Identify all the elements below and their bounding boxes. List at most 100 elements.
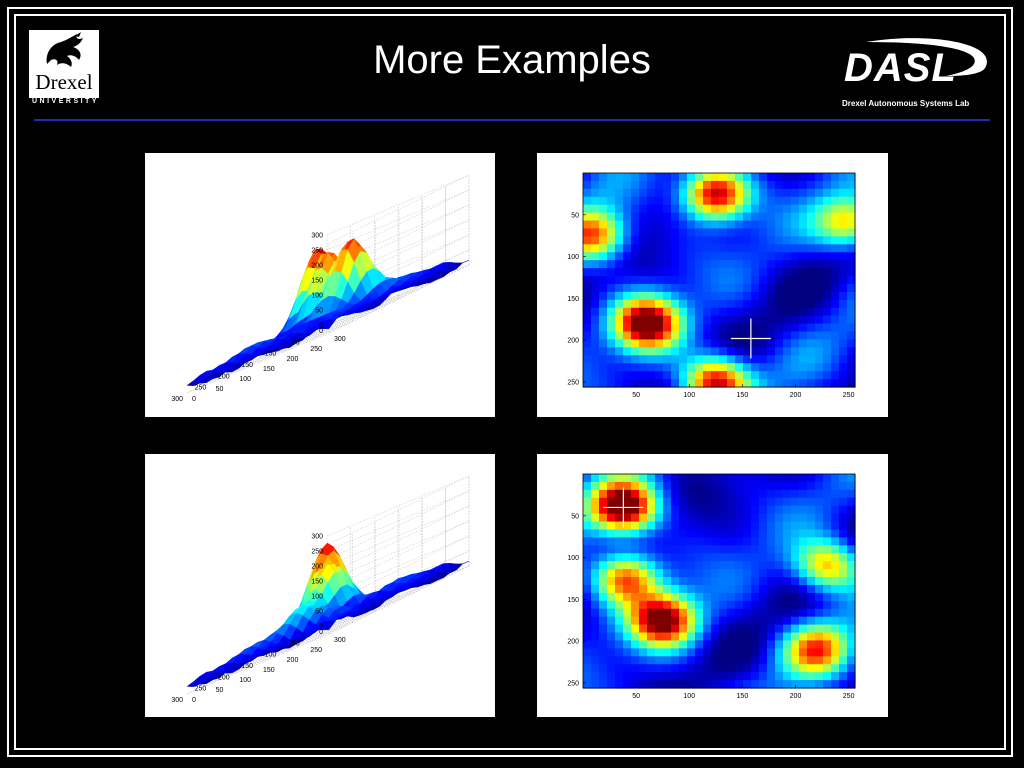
heatmap-cell: [807, 537, 816, 546]
heatmap-cell: [695, 577, 704, 586]
heatmap-cell: [639, 299, 648, 309]
heatmap-cell: [679, 188, 688, 198]
heatmap-cell: [583, 584, 592, 594]
heatmap-cell: [759, 513, 768, 523]
heatmap-cell: [831, 474, 840, 483]
heatmap-cell: [703, 640, 712, 649]
heatmap-cell: [703, 577, 712, 586]
heatmap-cell: [591, 196, 600, 206]
heatmap-cell: [759, 355, 768, 364]
heatmap-cell: [847, 608, 856, 618]
heatmap-cell: [807, 355, 816, 364]
y-tick-label: 50: [216, 687, 224, 694]
heatmap-cell: [775, 600, 784, 610]
heatmap-cell: [655, 481, 664, 491]
heatmap-cell: [583, 379, 592, 388]
heatmap-cell: [799, 244, 808, 253]
heatmap-cell: [839, 379, 848, 388]
heatmap-cell: [679, 648, 688, 657]
surface-plot-top-left: 0 50 100 150 200 250 300 0 50 100 150 200 250 300 0 50 1…: [145, 153, 495, 417]
heatmap-cell: [831, 315, 840, 325]
heatmap-cell: [583, 252, 592, 261]
heatmap-cell: [767, 363, 776, 372]
heatmap-cell: [679, 553, 688, 562]
heatmap-cell: [815, 640, 824, 649]
heatmap-cell: [655, 347, 664, 356]
heatmap-cell: [799, 640, 808, 649]
heatmap-cell: [743, 592, 752, 602]
heatmap-cell: [631, 577, 640, 586]
heatmap-cell: [671, 212, 680, 222]
heatmap-cell: [687, 339, 696, 348]
heatmap-cell: [799, 212, 808, 222]
heatmap-cell: [783, 173, 792, 182]
heatmap-cell: [751, 505, 760, 515]
heatmap-cell: [847, 244, 856, 253]
heatmap-cell: [807, 268, 816, 277]
heatmap-cell: [639, 577, 648, 586]
heatmap-cell: [815, 537, 824, 546]
heatmap-cell: [583, 363, 592, 372]
heatmap-cell: [711, 537, 720, 546]
heatmap-cell: [671, 481, 680, 491]
heatmap-cell: [607, 220, 616, 230]
heatmap-cell: [743, 489, 752, 499]
z-tick-label: 300: [311, 534, 323, 541]
heatmap-cell: [767, 664, 776, 673]
heatmap-cell: [599, 180, 608, 190]
heatmap-cell: [695, 489, 704, 499]
heatmap-cell: [719, 299, 728, 309]
drexel-subtitle: UNIVERSITY: [32, 98, 100, 105]
heatmap-cell: [791, 283, 800, 293]
heatmap-top-right: 50 100 150 200 250 50 100 150 200 250: [537, 153, 888, 417]
heatmap-cell: [687, 640, 696, 649]
heatmap-cell: [591, 600, 600, 610]
heatmap-cell: [591, 283, 600, 293]
heatmap-cell: [599, 339, 608, 348]
z-tick-label: 200: [311, 564, 323, 571]
heatmap-cell: [599, 569, 608, 578]
heatmap-cell: [839, 283, 848, 293]
heatmap-cell: [727, 291, 736, 301]
heatmap-cell: [807, 680, 816, 689]
heatmap-cell: [599, 315, 608, 325]
heatmap-cell: [599, 672, 608, 681]
heatmap-cell: [767, 529, 776, 539]
heatmap-cell: [815, 600, 824, 610]
heatmap-cell: [639, 196, 648, 206]
heatmap-cell: [831, 672, 840, 681]
heatmap-cell: [783, 299, 792, 309]
heatmap-cell: [831, 656, 840, 665]
heatmap-cell: [791, 188, 800, 198]
heatmap-cell: [583, 291, 592, 301]
heatmap-cell: [671, 236, 680, 245]
heatmap-cell: [751, 283, 760, 293]
heatmap-cell: [695, 600, 704, 610]
heatmap-cell: [719, 680, 728, 689]
heatmap-cell: [727, 260, 736, 269]
heatmap-cell: [631, 481, 640, 491]
heatmap-cell: [783, 220, 792, 230]
heatmap-cell: [703, 260, 712, 269]
heatmap-cell: [791, 521, 800, 531]
heatmap-cell: [631, 584, 640, 594]
heatmap-cell: [815, 339, 824, 348]
heatmap-cell: [599, 291, 608, 301]
heatmap-cell: [743, 545, 752, 554]
heatmap-cell: [767, 513, 776, 523]
heatmap-cell: [647, 600, 656, 610]
heatmap-cell: [703, 592, 712, 602]
heatmap-cell: [583, 648, 592, 657]
heatmap-cell: [831, 600, 840, 610]
heatmap-cell: [599, 640, 608, 649]
heatmap-cell: [799, 553, 808, 562]
heatmap-cell: [615, 276, 624, 285]
heatmap-cell: [831, 363, 840, 372]
heatmap-cell: [783, 371, 792, 380]
heatmap-cell: [639, 283, 648, 293]
heatmap-cell: [719, 608, 728, 618]
heatmap-cell: [735, 537, 744, 546]
x-tick-label: 100: [265, 652, 277, 659]
heatmap-cell: [687, 291, 696, 301]
heatmap-cell: [775, 323, 784, 333]
